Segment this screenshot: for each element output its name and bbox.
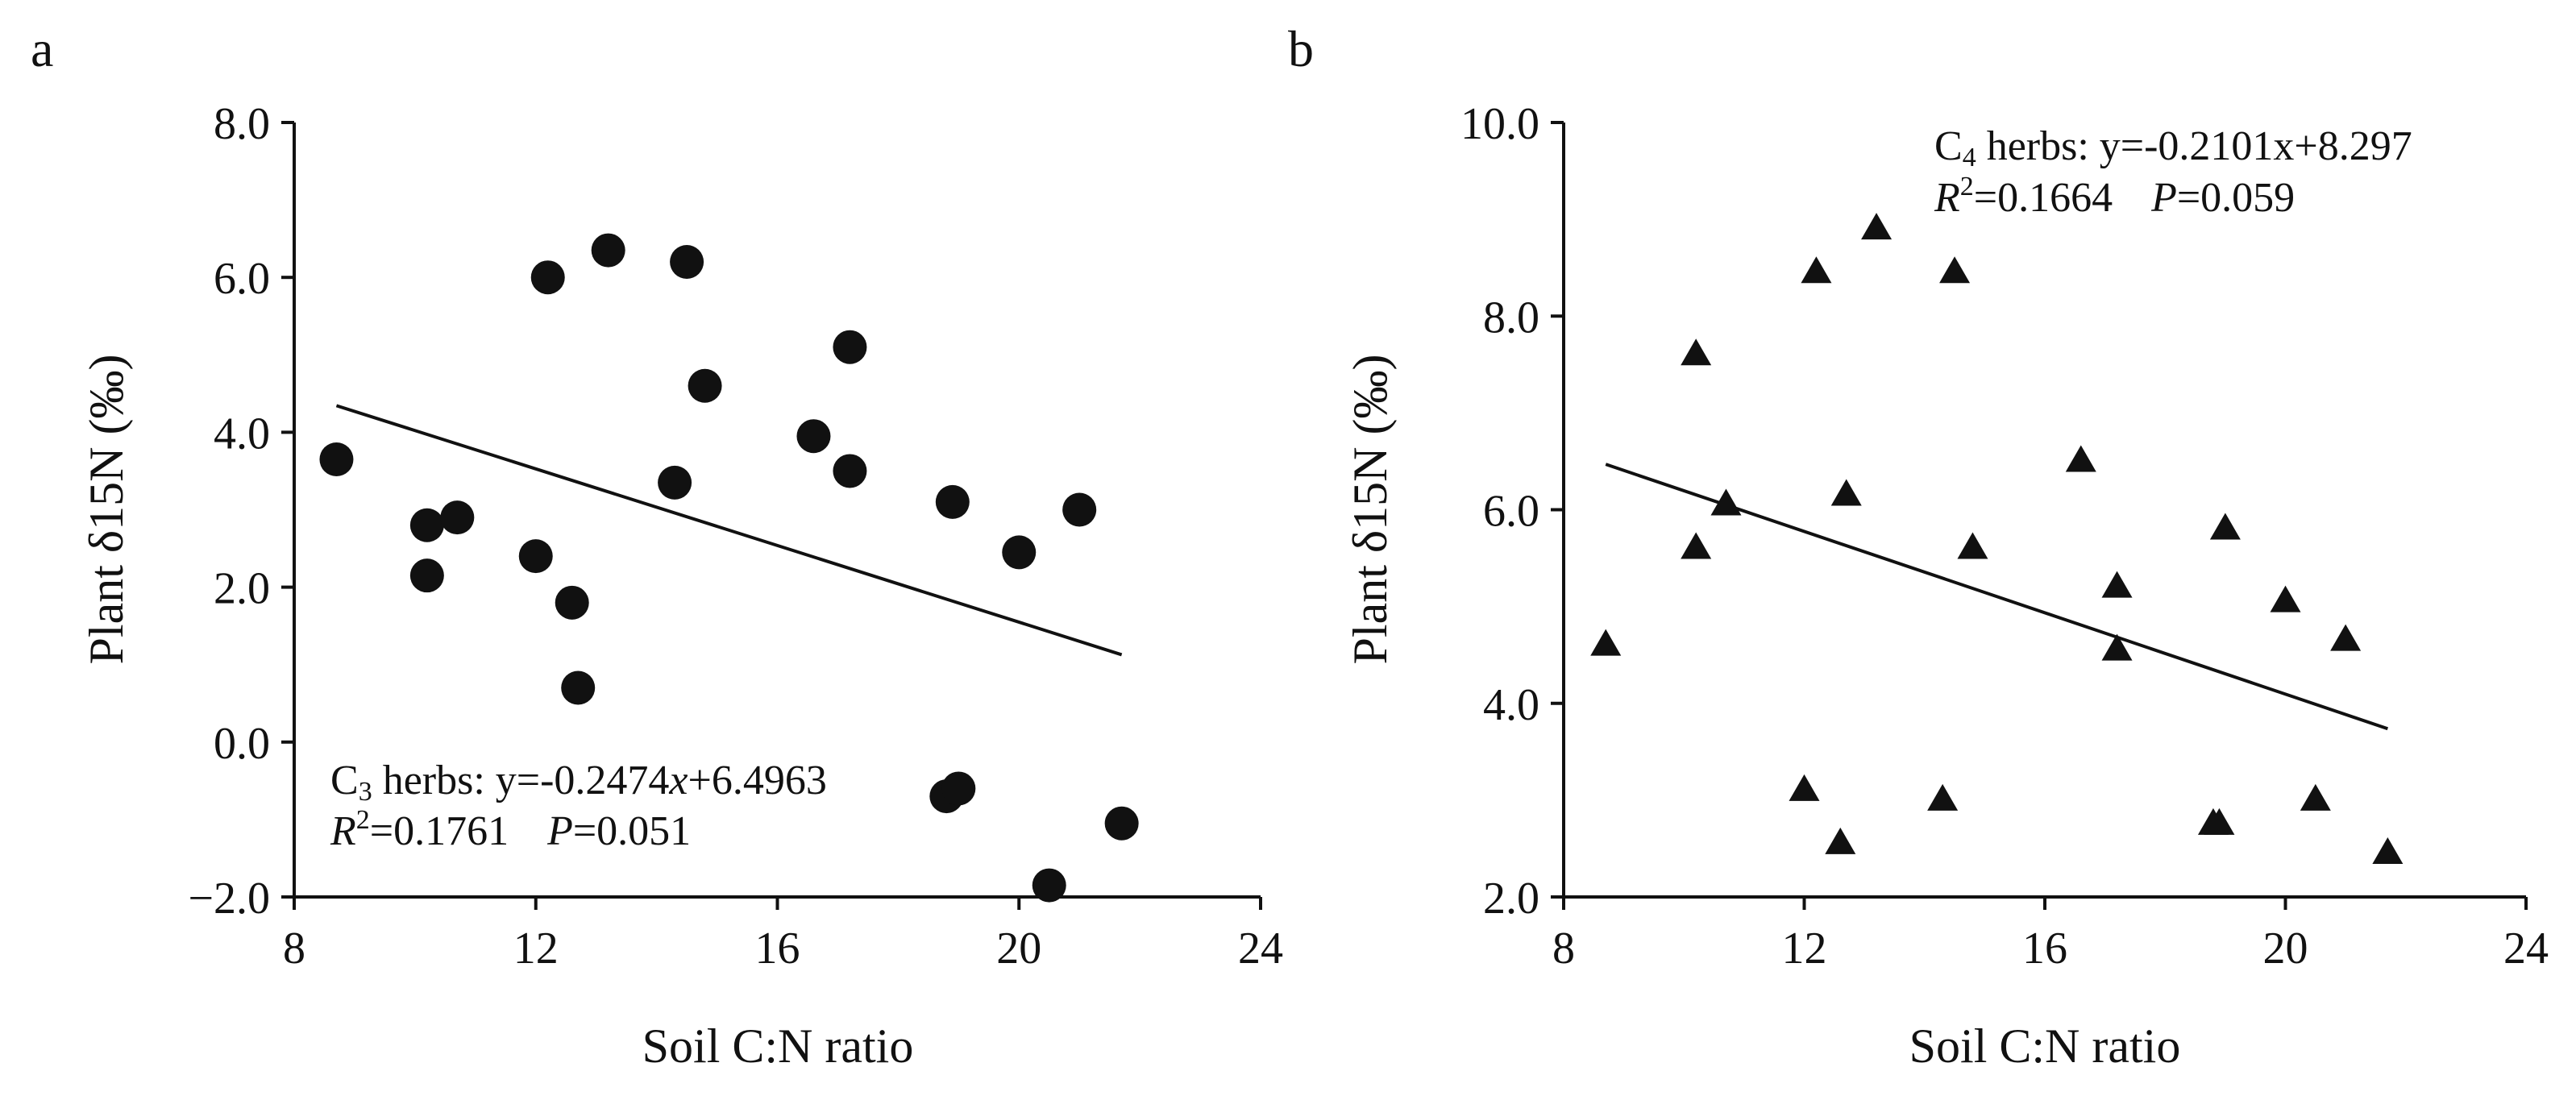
panel-a-x-ticks: 8 12 16 20 24 <box>283 897 1283 974</box>
data-point <box>591 233 625 268</box>
data-point <box>409 508 444 542</box>
y-tick-label: 0.0 <box>214 719 270 769</box>
panel-a-y-axis-title: Plant δ15N (‰) <box>80 355 133 665</box>
panel-a-regression-line <box>335 404 1123 657</box>
data-point <box>1789 774 1820 801</box>
x-tick-label: 20 <box>2263 924 2308 974</box>
panel-a-data-points <box>319 233 1139 903</box>
data-point <box>1062 492 1097 527</box>
y-tick-label: 2.0 <box>214 564 270 614</box>
panel-b-y-axis-title: Plant δ15N (‰) <box>1344 355 1397 665</box>
data-point <box>440 500 475 535</box>
data-point <box>935 484 970 519</box>
panel-b-equation: C4 herbs: y=-0.2101x+8.297 <box>1934 123 2412 172</box>
y-tick-label: 6.0 <box>214 254 270 304</box>
data-point <box>2065 445 2096 472</box>
data-point <box>555 585 589 620</box>
data-point <box>2209 513 2241 540</box>
data-point <box>2101 633 2133 661</box>
data-point <box>1825 827 1856 854</box>
y-tick-label: 4.0 <box>214 409 270 459</box>
data-point <box>518 539 553 574</box>
x-tick-label: 8 <box>1552 924 1575 974</box>
x-tick-label: 24 <box>2503 924 2549 974</box>
data-point <box>1861 213 1893 240</box>
panel-b-data-points <box>1590 213 2404 864</box>
data-point <box>1002 535 1037 570</box>
panel-b-x-axis-title: Soil C:N ratio <box>1909 1019 2181 1073</box>
data-point <box>561 670 596 705</box>
data-point <box>833 330 867 364</box>
panel-a-equation: C3 herbs: y=-0.2474x+6.4963 <box>330 758 827 807</box>
panel-b-y-ticks: 2.0 4.0 6.0 8.0 10.0 <box>1460 99 1564 924</box>
data-point <box>1939 256 1971 284</box>
data-point <box>1710 488 1742 516</box>
y-tick-label: 2.0 <box>1483 874 1539 924</box>
panel-b-x-ticks: 8 12 16 20 24 <box>1552 897 2549 974</box>
data-point <box>2101 571 2133 598</box>
panel-a-label: a <box>31 20 53 77</box>
data-point <box>1801 256 1832 284</box>
data-point <box>658 465 692 500</box>
data-point <box>1957 532 1988 559</box>
data-point <box>1927 783 1959 811</box>
panel-b-label: b <box>1288 20 1314 77</box>
data-point <box>1681 338 1712 366</box>
panel-a: a −2.0 0.0 2.0 4.0 6.0 8.0 8 12 16 20 24 Soil C:N… <box>31 20 1283 1073</box>
y-tick-label: 6.0 <box>1483 487 1539 537</box>
x-tick-label: 8 <box>283 924 305 974</box>
data-point <box>2270 585 2301 612</box>
x-tick-label: 20 <box>996 924 1041 974</box>
x-tick-label: 12 <box>513 924 559 974</box>
y-tick-label: 8.0 <box>214 99 270 149</box>
data-point <box>1032 868 1066 903</box>
data-point <box>2372 837 2404 864</box>
data-point <box>941 771 976 806</box>
data-point <box>796 419 831 454</box>
data-point <box>670 244 704 279</box>
panel-b-stats: R2=0.1664 P=0.059 <box>1934 172 2295 221</box>
x-tick-label: 16 <box>2022 924 2067 974</box>
data-point <box>2330 624 2362 651</box>
panel-b: b 2.0 4.0 6.0 8.0 10.0 8 12 16 20 24 Soil C:N ra… <box>1288 20 2549 1073</box>
data-point <box>1681 532 1712 559</box>
x-tick-label: 12 <box>1782 924 1827 974</box>
data-point <box>1104 806 1139 841</box>
data-point <box>409 558 444 593</box>
data-point <box>2300 783 2331 811</box>
data-point <box>530 260 565 295</box>
panel-a-x-axis-title: Soil C:N ratio <box>642 1019 914 1073</box>
y-tick-label: 4.0 <box>1483 680 1539 730</box>
panel-a-stats: R2=0.1761 P=0.051 <box>330 805 691 854</box>
data-point <box>833 454 867 488</box>
y-tick-label: −2.0 <box>188 874 270 924</box>
panel-a-y-ticks: −2.0 0.0 2.0 4.0 6.0 8.0 <box>188 99 294 924</box>
data-point <box>2204 807 2235 835</box>
data-point <box>688 368 722 403</box>
data-point <box>319 442 354 477</box>
data-point <box>1830 479 1862 506</box>
x-tick-label: 16 <box>755 924 800 974</box>
y-tick-label: 8.0 <box>1483 293 1539 342</box>
x-tick-label: 24 <box>1238 924 1283 974</box>
y-tick-label: 10.0 <box>1460 99 1539 149</box>
data-point <box>1590 629 1622 656</box>
